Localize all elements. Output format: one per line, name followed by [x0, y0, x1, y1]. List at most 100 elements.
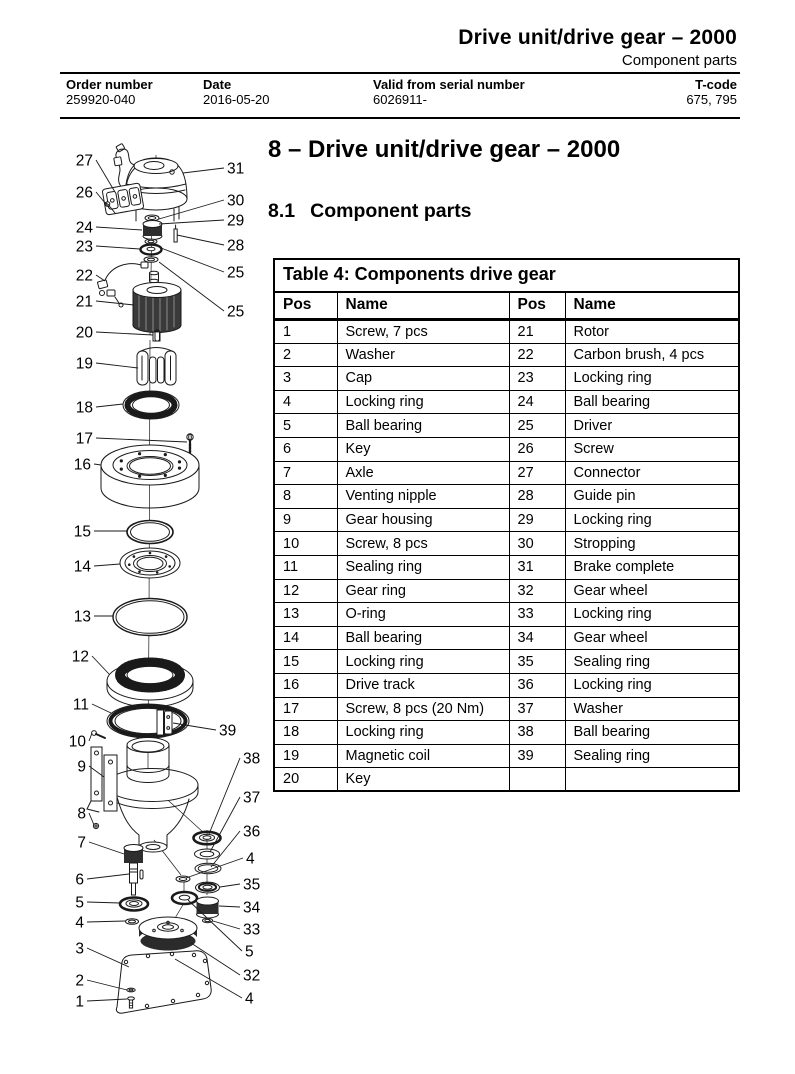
part-name: Locking ring [336, 720, 509, 745]
part-name: Ball bearing [564, 720, 740, 745]
subsection-heading: 8.1 Component parts [268, 200, 472, 223]
diagram-callout: 17 [76, 431, 93, 448]
part-pos: 22 [508, 343, 565, 368]
table-row: 20 Key [274, 767, 740, 792]
diagram-callout: 13 [74, 609, 91, 626]
diagram-callout: 31 [227, 161, 244, 178]
part-name: Sealing ring [564, 744, 740, 769]
diagram-callout: 2 [75, 973, 84, 990]
diagram-callout: 21 [76, 294, 93, 311]
diagram-artwork [86, 143, 222, 1014]
part-pos: 39 [508, 744, 565, 769]
part-guide-pin-28 [173, 224, 178, 243]
leader-line [158, 199, 225, 220]
table-title-row: Table 4: Components drive gear [274, 259, 740, 293]
table-row: 2 Washer 22 Carbon brush, 4 pcs [274, 343, 740, 368]
section-heading: 8 – Drive unit/drive gear – 2000 [268, 136, 621, 163]
part-name: Ball bearing [564, 390, 740, 415]
diagram-callout: 4 [75, 915, 84, 932]
part-pos: 7 [274, 461, 337, 486]
part-sealing-ring-39 [156, 709, 173, 736]
parts-table: Table 4: Components drive gear Pos Name … [273, 258, 741, 793]
part-name: Rotor [564, 319, 740, 344]
part-locking-ring-18 [122, 390, 180, 420]
part-drive-track [100, 444, 200, 509]
part-screw-1 [127, 996, 135, 1009]
leader-line [219, 883, 241, 888]
leader-line [86, 998, 128, 1002]
diagram-callout: 7 [77, 835, 86, 852]
part-pos: 37 [508, 697, 565, 722]
leader-line [158, 219, 225, 225]
diagram-callout: 25 [227, 304, 244, 321]
leader-line [95, 437, 188, 443]
callout-labels: 2726242322212019181716151413121110987654… [69, 153, 261, 1011]
leader-line [218, 905, 241, 908]
leader-line [190, 942, 241, 976]
part-name: Washer [336, 343, 509, 368]
diagram-callout: 16 [74, 457, 91, 474]
leader-line [210, 830, 241, 868]
diagram-callout: 23 [76, 239, 93, 256]
diagram-callout: 19 [76, 356, 93, 373]
leader-line [172, 722, 217, 731]
diagram-callout: 20 [76, 325, 94, 342]
leader-line [91, 655, 110, 675]
leader-line [209, 796, 241, 853]
leader-line [88, 732, 93, 742]
diagram-callout: 27 [76, 153, 93, 170]
diagram-callout: 30 [227, 193, 245, 210]
part-name: Washer [564, 697, 740, 722]
table-row: 5 Ball bearing 25 Driver [274, 413, 740, 438]
leader-line [95, 403, 124, 408]
part-gear-wheel-34 [196, 896, 219, 919]
part-ball-bearing-5 [118, 896, 150, 912]
part-sealing-ring-35 [195, 881, 220, 894]
part-pos: 18 [274, 720, 337, 745]
header-rule-bottom [60, 117, 740, 119]
leader-line [86, 873, 130, 880]
part-name: Key [336, 437, 509, 462]
part-pos: 26 [508, 437, 565, 462]
part-name: Ball bearing [336, 413, 509, 438]
part-name: Locking ring [336, 390, 509, 415]
part-name: Driver [564, 413, 740, 438]
part-pos: 11 [274, 555, 337, 580]
part-name: Screw, 8 pcs (20 Nm) [336, 697, 509, 722]
table-header-row: Pos Name Pos Name [274, 292, 740, 321]
leader-line [174, 958, 243, 999]
part-washer-2 [126, 987, 136, 993]
diagram-callout: 39 [219, 723, 236, 740]
leader-line [88, 765, 105, 778]
part-pos: 30 [508, 531, 565, 556]
part-pos [508, 767, 565, 792]
leader-line [91, 703, 112, 714]
part-name: Venting nipple [336, 484, 509, 509]
subsection-number: 8.1 [268, 200, 296, 222]
date-label: Date [203, 77, 232, 92]
part-screw-10 [91, 730, 106, 739]
part-locking-ring-36 [194, 862, 222, 875]
diagram-callout: 5 [245, 944, 254, 961]
leader-line [95, 159, 116, 193]
table-row: 9 Gear housing 29 Locking ring [274, 508, 740, 533]
part-key-6 [139, 869, 144, 880]
leader-line [158, 261, 225, 312]
serial-number-value: 6026911- [373, 92, 427, 107]
diagram-callout: 9 [77, 759, 86, 776]
leader-line [86, 920, 126, 923]
diagram-callout: 14 [74, 559, 92, 576]
header-rule-top [60, 72, 740, 74]
leader-line [182, 167, 225, 174]
part-sealing-ring-11 [106, 703, 190, 739]
part-pos: 12 [274, 579, 337, 604]
leader-line [86, 947, 130, 968]
table-row: 10 Screw, 8 pcs 30 Stropping [274, 531, 740, 556]
part-magnetic-coil [136, 347, 177, 386]
diagram-callout: 36 [243, 824, 260, 841]
part-gear-ring [106, 657, 194, 708]
part-pos: 20 [274, 767, 337, 792]
part-ball-bearing-38 [192, 830, 222, 846]
diagram-callout: 38 [243, 751, 260, 768]
part-pos: 23 [508, 366, 565, 391]
